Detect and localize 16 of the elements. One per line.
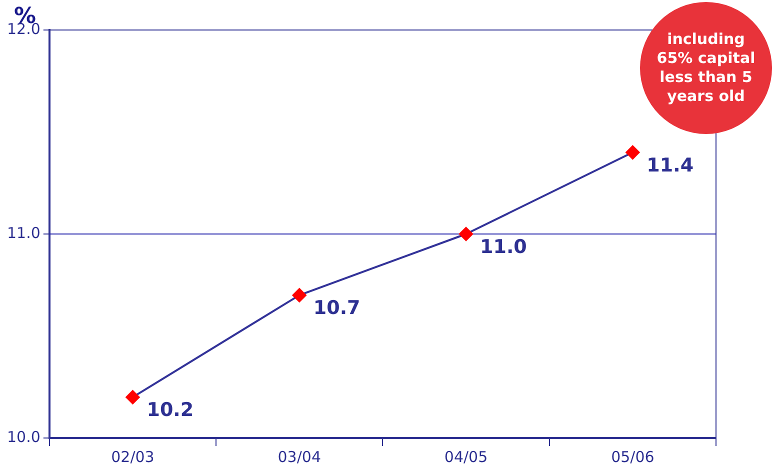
x-tick-label: 04/05 bbox=[444, 448, 488, 466]
round-badge: including 65% capital less than 5 years old bbox=[640, 2, 772, 134]
annotation: including 65% capital less than 5 years old bbox=[656, 30, 756, 106]
text: 10.2 bbox=[146, 399, 194, 422]
x-tick-label: 05/06 bbox=[611, 448, 654, 466]
x-tick-label: 03/04 bbox=[278, 448, 321, 466]
text: 11.4 bbox=[646, 154, 694, 176]
y-tick-label: 11.0 bbox=[6, 224, 40, 242]
x-tick-label: 02/03 bbox=[111, 448, 154, 466]
point bbox=[292, 288, 306, 302]
y-tick-label: 10.0 bbox=[6, 428, 40, 446]
point bbox=[626, 145, 640, 160]
text: 10.7 bbox=[313, 297, 360, 320]
point bbox=[459, 227, 474, 241]
point bbox=[126, 390, 140, 404]
text: 11.0 bbox=[480, 236, 527, 258]
